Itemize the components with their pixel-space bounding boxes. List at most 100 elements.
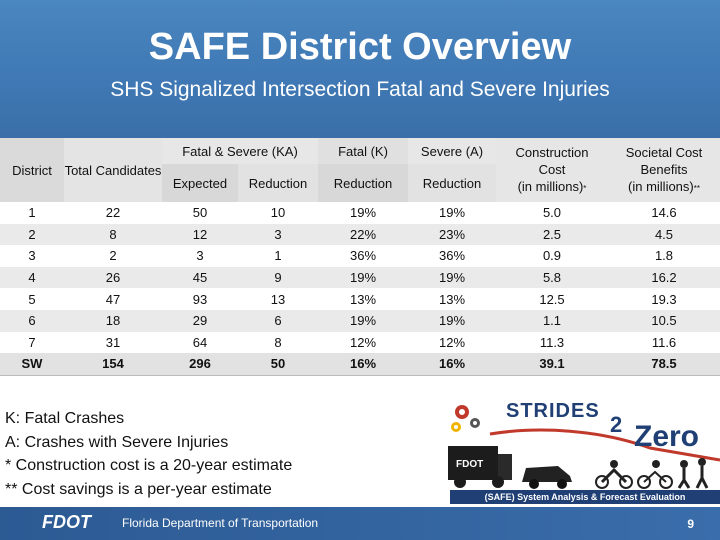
cell-total-candidates: 22 bbox=[64, 202, 162, 224]
construction-cost-footnote-mark: * bbox=[583, 183, 587, 193]
safe-banner: (SAFE) System Analysis & Forecast Evalua… bbox=[450, 490, 720, 504]
cell-district: 4 bbox=[0, 266, 64, 289]
slide-footer: FDOT Florida Department of Transportatio… bbox=[0, 507, 720, 540]
cell-societal-cost: 16.2 bbox=[608, 266, 720, 289]
cell-fs-reduction: 3 bbox=[238, 223, 318, 246]
cell-expected: 45 bbox=[162, 266, 238, 289]
cell-construction-cost: 5.8 bbox=[496, 266, 608, 289]
cell-construction-cost: 2.5 bbox=[496, 223, 608, 246]
construction-cost-title: Construction Cost bbox=[515, 144, 589, 177]
car-icon bbox=[522, 466, 572, 489]
table-row: 7 31 64 8 12% 12% 11.3 11.6 bbox=[0, 331, 720, 354]
gear-icon bbox=[451, 405, 480, 432]
fdot-logo: FDOT bbox=[42, 512, 91, 532]
cell-construction-cost: 12.5 bbox=[496, 288, 608, 310]
col-header-societal-cost: Societal Cost Benefits (in millions)** bbox=[608, 138, 720, 202]
col-header-fatal-reduction: Reduction bbox=[318, 164, 408, 202]
strides-label: STRIDES bbox=[506, 400, 600, 422]
note-severe: A: Crashes with Severe Injuries bbox=[5, 433, 229, 451]
cell-fs-reduction: 9 bbox=[238, 266, 318, 289]
cell-total-candidates: 8 bbox=[64, 223, 162, 246]
zero-label: Zero bbox=[634, 420, 700, 453]
table-total-row: SW 154 296 50 16% 16% 39.1 78.5 bbox=[0, 353, 720, 376]
cell-fatal-reduction: 12% bbox=[318, 331, 408, 354]
cell-total-candidates: 47 bbox=[64, 288, 162, 310]
cell-expected: 3 bbox=[162, 245, 238, 267]
district-table: District Total Candidates Fatal & Severe… bbox=[0, 138, 720, 376]
cell-societal-cost: 19.3 bbox=[608, 288, 720, 310]
cell-construction-cost: 5.0 bbox=[496, 202, 608, 224]
logo-graphic: FDOT bbox=[448, 405, 720, 489]
bicycle-icon bbox=[637, 460, 673, 489]
cell-district: 5 bbox=[0, 288, 64, 310]
total-cell-construction-cost: 39.1 bbox=[496, 353, 608, 376]
cell-fs-reduction: 10 bbox=[238, 202, 318, 224]
cell-severe-reduction: 19% bbox=[408, 266, 496, 289]
cell-fatal-reduction: 22% bbox=[318, 223, 408, 246]
cell-expected: 12 bbox=[162, 223, 238, 246]
cell-district: 7 bbox=[0, 331, 64, 354]
slide-header: SAFE District Overview SHS Signalized In… bbox=[0, 0, 720, 138]
cell-expected: 64 bbox=[162, 331, 238, 354]
cell-construction-cost: 0.9 bbox=[496, 245, 608, 267]
cell-fs-reduction: 6 bbox=[238, 309, 318, 332]
cell-severe-reduction: 13% bbox=[408, 288, 496, 310]
total-cell-district: SW bbox=[0, 353, 64, 376]
cell-fatal-reduction: 19% bbox=[318, 202, 408, 224]
cell-severe-reduction: 12% bbox=[408, 331, 496, 354]
cell-total-candidates: 2 bbox=[64, 245, 162, 267]
slide-title: SAFE District Overview bbox=[148, 26, 572, 68]
table-row: 4 26 45 9 19% 19% 5.8 16.2 bbox=[0, 266, 720, 289]
total-cell-fatal-reduction: 16% bbox=[318, 353, 408, 376]
footnotes: K: Fatal Crashes A: Crashes with Severe … bbox=[5, 407, 292, 501]
department-name: Florida Department of Transportation bbox=[122, 516, 319, 530]
cell-societal-cost: 4.5 bbox=[608, 223, 720, 246]
col-header-expected: Expected bbox=[162, 164, 238, 202]
total-cell-societal-cost: 78.5 bbox=[608, 353, 720, 376]
motorcycle-icon bbox=[595, 460, 633, 489]
page-number: 9 bbox=[687, 517, 694, 531]
two-label: 2 bbox=[610, 412, 623, 437]
cell-fs-reduction: 1 bbox=[238, 245, 318, 267]
table-header-row-top: District Total Candidates Fatal & Severe… bbox=[0, 138, 720, 202]
col-header-fs-reduction: Reduction bbox=[238, 164, 318, 202]
cell-fatal-reduction: 19% bbox=[318, 266, 408, 289]
note-cost-savings: ** Cost savings is a per-year estimate bbox=[5, 480, 272, 498]
cell-severe-reduction: 19% bbox=[408, 309, 496, 332]
cell-construction-cost: 1.1 bbox=[496, 309, 608, 332]
col-header-severe-reduction: Reduction bbox=[408, 164, 496, 202]
societal-cost-title: Societal Cost Benefits bbox=[625, 144, 703, 177]
table-header-row-bottom: Expected Reduction Reduction Reduction bbox=[0, 164, 720, 202]
cell-severe-reduction: 36% bbox=[408, 245, 496, 267]
societal-cost-footnote-mark: ** bbox=[693, 183, 700, 193]
cell-construction-cost: 11.3 bbox=[496, 331, 608, 354]
total-cell-expected: 296 bbox=[162, 353, 238, 376]
cell-district: 3 bbox=[0, 245, 64, 267]
col-group-fatal-severe: Fatal & Severe (KA) bbox=[162, 138, 318, 164]
note-fatal: K: Fatal Crashes bbox=[5, 410, 125, 427]
cell-fatal-reduction: 19% bbox=[318, 309, 408, 332]
total-cell-severe-reduction: 16% bbox=[408, 353, 496, 376]
table-row: 5 47 93 13 13% 13% 12.5 19.3 bbox=[0, 288, 720, 310]
cell-district: 6 bbox=[0, 309, 64, 332]
cell-fs-reduction: 8 bbox=[238, 331, 318, 354]
col-group-fatal: Fatal (K) bbox=[318, 138, 408, 164]
cell-expected: 29 bbox=[162, 309, 238, 332]
slide-subtitle: SHS Signalized Intersection Fatal and Se… bbox=[110, 78, 610, 101]
societal-cost-unit: (in millions) bbox=[628, 178, 694, 194]
cell-total-candidates: 26 bbox=[64, 266, 162, 289]
col-header-total-candidates: Total Candidates bbox=[64, 138, 162, 202]
cell-fatal-reduction: 36% bbox=[318, 245, 408, 267]
cell-severe-reduction: 19% bbox=[408, 202, 496, 224]
col-header-construction-cost: Construction Cost (in millions)* bbox=[496, 138, 608, 202]
cell-expected: 50 bbox=[162, 202, 238, 224]
cell-expected: 93 bbox=[162, 288, 238, 310]
cell-severe-reduction: 23% bbox=[408, 223, 496, 246]
cell-total-candidates: 31 bbox=[64, 331, 162, 354]
cell-societal-cost: 10.5 bbox=[608, 309, 720, 332]
cell-district: 1 bbox=[0, 202, 64, 224]
total-cell-total-candidates: 154 bbox=[64, 353, 162, 376]
cell-fs-reduction: 13 bbox=[238, 288, 318, 310]
road-arc bbox=[489, 428, 720, 462]
table-row: 3 2 3 1 36% 36% 0.9 1.8 bbox=[0, 245, 720, 267]
